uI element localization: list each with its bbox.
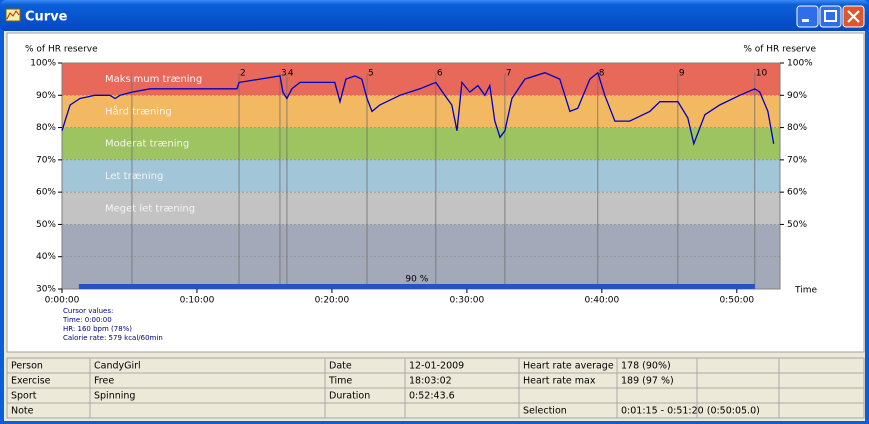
lap-label: 6 <box>437 69 443 79</box>
lap-label: 2 <box>240 69 246 79</box>
table-text: Person <box>11 361 43 372</box>
y-tick-label: 100% <box>30 59 56 69</box>
y-tick-label: 90% <box>36 91 56 101</box>
x-tick-label: 0:20:00 <box>315 296 350 306</box>
table-text: Spinning <box>94 391 135 402</box>
title-bar <box>0 0 869 31</box>
zone-band <box>62 192 780 225</box>
table-text: CandyGirl <box>94 361 141 372</box>
zone-band <box>62 224 780 289</box>
table-text: 12-01-2009 <box>409 361 464 372</box>
cursor-value: HR: 160 bpm (78%) <box>63 325 132 333</box>
table-cell <box>778 402 865 419</box>
table-text: 0:01:15 - 0:51:20 (0:50:05.0) <box>621 406 760 417</box>
minimize-button[interactable] <box>796 5 819 28</box>
x-axis-label: Time <box>794 286 817 296</box>
close-button[interactable] <box>842 5 865 28</box>
table-text: 18:03:02 <box>409 376 452 387</box>
table-text: 189 (97 %) <box>621 376 674 387</box>
y-axis-label-right: % of HR reserve <box>743 45 816 55</box>
y2-tick-label: 100% <box>787 59 813 69</box>
y2-tick-label: 60% <box>787 188 807 198</box>
hr-line <box>61 71 775 146</box>
table-text: 178 (90%) <box>621 361 671 372</box>
y-tick-label: 80% <box>36 123 56 133</box>
y-axis-label-left: % of HR reserve <box>25 45 98 55</box>
y2-tick-label: 50% <box>787 220 807 230</box>
table-text: 0:52:43.6 <box>409 391 455 402</box>
table-text: Heart rate average <box>523 361 614 372</box>
lap-label: 7 <box>506 69 512 79</box>
lap-label: 10 <box>756 69 768 79</box>
zone-label: Maksimum træning <box>105 74 202 85</box>
table-text: Note <box>11 406 34 417</box>
table-text: Time <box>328 376 352 387</box>
y-tick-label: 60% <box>36 188 56 198</box>
selection-label: 90 % <box>405 275 428 285</box>
lap-label: 8 <box>599 69 605 79</box>
lap-label: 9 <box>679 69 685 79</box>
window-title: Curve <box>25 10 68 25</box>
x-tick-label: 0:50:00 <box>719 296 754 306</box>
x-tick-label: 0:30:00 <box>450 296 485 306</box>
chart: Maksimum træning Hård træning Moderat træn… <box>30 59 813 343</box>
lap-label: 4 <box>288 69 294 79</box>
table-text: Sport <box>11 391 37 402</box>
x-tick-label: 0:10:00 <box>180 296 215 306</box>
y2-tick-label: 80% <box>787 123 807 133</box>
table-text: Date <box>329 361 352 372</box>
y-tick-label: 40% <box>36 252 56 262</box>
app-icon <box>5 8 21 22</box>
info-table: Person CandyGirl Date 12-01-2009 Heart rate … <box>6 357 865 419</box>
x-tick-label: 0:00:00 <box>45 296 80 306</box>
table-text: Selection <box>523 406 567 417</box>
selection-bar <box>78 284 755 289</box>
cursor-value: Time: 0:00:00 <box>62 316 112 324</box>
zone-label: Meget let træning <box>105 203 195 214</box>
lap-label: 5 <box>368 69 374 79</box>
maximize-button[interactable] <box>819 5 842 28</box>
cursor-value: Cursor values: <box>63 307 113 315</box>
zone-label: Moderat træning <box>105 139 189 150</box>
y2-tick-label: 70% <box>787 155 807 165</box>
table-text: Exercise <box>11 376 51 387</box>
zone-band <box>62 95 780 128</box>
table-text: Duration <box>329 391 370 402</box>
y-tick-label: 30% <box>36 285 56 295</box>
lap-label: 3 <box>281 69 287 79</box>
y2-tick-label: 90% <box>787 91 807 101</box>
x-tick-label: 0:40:00 <box>584 296 619 306</box>
table-text: Heart rate max <box>523 376 596 387</box>
zone-band <box>62 127 780 160</box>
zone-label: Let træning <box>105 171 163 182</box>
table-text: Free <box>94 376 114 387</box>
zone-band <box>62 159 780 193</box>
zone-band <box>62 63 780 96</box>
zone-label: Hård træning <box>105 104 172 117</box>
y-tick-label: 50% <box>36 220 56 230</box>
cursor-value: Calorie rate: 579 kcal/60min <box>63 334 163 342</box>
y-tick-label: 70% <box>36 155 56 165</box>
